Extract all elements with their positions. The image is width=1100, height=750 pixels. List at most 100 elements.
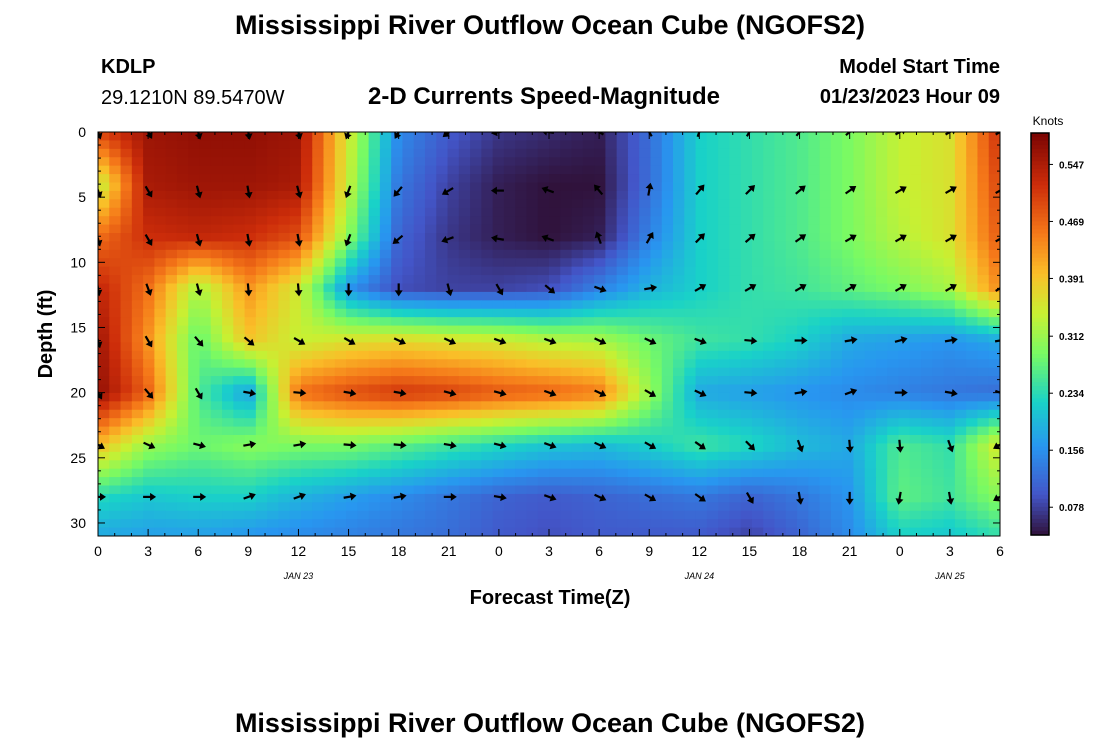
heatmap-cell [864,426,877,436]
heatmap-cell [278,157,291,167]
heatmap-cell [458,283,471,293]
heatmap-cell [842,350,855,360]
heatmap-cell [887,233,900,243]
heatmap-cell [853,224,866,234]
heatmap-cell [706,190,719,200]
heatmap-cell [176,224,189,234]
heatmap-cell [684,207,697,217]
heatmap-cell [458,182,471,192]
heatmap-cell [921,174,933,184]
heatmap-cell [966,342,979,352]
heatmap-cell [695,392,708,402]
heatmap-cell [131,207,144,217]
heatmap-cell [537,409,550,419]
heatmap-cell [402,224,415,234]
heatmap-cell [515,460,528,470]
heatmap-cell [751,308,764,318]
heatmap-cell [932,207,945,217]
heatmap-cell [278,291,291,301]
heatmap-cell [718,527,731,536]
heatmap-cell [785,334,798,344]
heatmap-cell [650,132,663,142]
heatmap-cell [413,485,426,495]
heatmap-cell [977,300,990,310]
heatmap-cell [808,132,821,142]
heatmap-cell [740,174,753,184]
heatmap-cell [966,317,979,327]
heatmap-cell [424,249,437,259]
heatmap-cell [695,460,708,470]
heatmap-cell [346,148,358,158]
heatmap-cell [898,224,911,234]
heatmap-cell [830,216,843,226]
heatmap-cell [673,443,685,453]
heatmap-cell [413,249,426,259]
colorbar-segment [1031,406,1049,411]
heatmap-cell [627,174,640,184]
heatmap-cell [503,275,516,285]
heatmap-cell [909,283,922,293]
heatmap-cell [368,502,381,512]
heatmap-cell [346,325,358,335]
heatmap-cell [864,367,877,377]
heatmap-cell [774,249,787,259]
heatmap-cell [143,317,155,327]
heatmap-cell [977,435,990,445]
heatmap-cell [470,224,482,234]
current-arrow [694,493,706,502]
heatmap-cell [357,132,370,142]
heatmap-cell [255,401,268,411]
current-arrow [244,283,253,297]
heatmap-cell [222,233,234,243]
heatmap-cell [673,426,685,436]
heatmap-cell [605,334,618,344]
heatmap-cell [673,392,685,402]
heatmap-cell [763,392,776,402]
heatmap-cell [379,451,392,461]
heatmap-cell [808,426,821,436]
heatmap-cell [954,376,967,386]
current-arrow [744,283,757,292]
heatmap-cell [718,266,731,276]
heatmap-cell [165,266,178,276]
heatmap-cell [176,519,189,529]
heatmap-cell [639,190,652,200]
heatmap-cell [842,451,855,461]
current-arrow [594,441,607,450]
heatmap-cell [143,384,155,394]
heatmap-cell [143,199,155,209]
heatmap-cell [222,418,234,428]
heatmap-cell [402,241,415,251]
heatmap-cell [830,132,843,142]
heatmap-cell [368,519,381,529]
heatmap-cell [481,182,494,192]
heatmap-cell [785,401,798,411]
heatmap-cell [864,359,877,369]
heatmap-cell [334,443,347,453]
heatmap-cell [988,325,1000,335]
heatmap-cell [188,435,201,445]
heatmap-cell [808,392,821,402]
heatmap-cell [864,174,877,184]
heatmap-cell [864,418,877,428]
heatmap-cell [943,165,956,175]
heatmap-cell [278,207,291,217]
heatmap-cell [436,258,449,268]
heatmap-cell [447,435,460,445]
heatmap-cell [222,460,234,470]
heatmap-cell [176,233,189,243]
heatmap-cell [830,409,843,419]
x-tick-label: 15 [742,543,758,559]
heatmap-cell [368,224,381,234]
heatmap-cell [673,477,685,487]
heatmap-cell [413,283,426,293]
heatmap-cell [120,132,133,142]
heatmap-cell [797,477,809,487]
heatmap-cell [346,468,358,478]
current-arrow [144,388,154,399]
heatmap-cell [109,132,122,142]
heatmap-cell [751,527,764,536]
current-arrow [243,492,256,500]
heatmap-cell [526,527,539,536]
heatmap-cell [785,148,798,158]
